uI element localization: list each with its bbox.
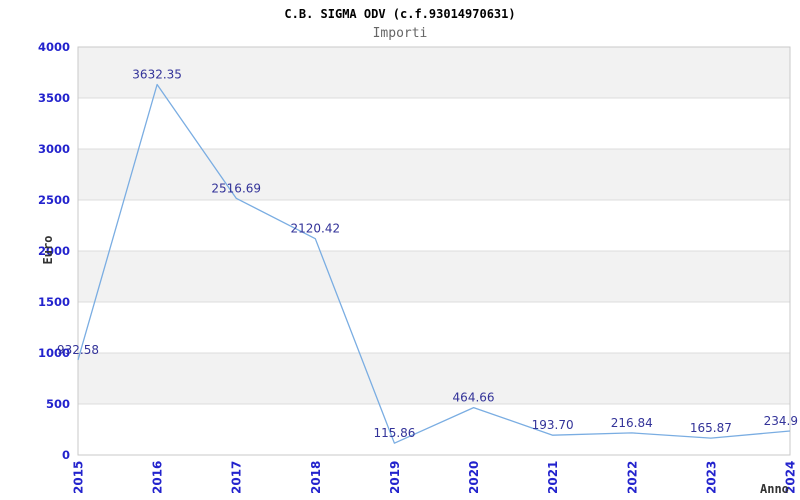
data-point-label: 932.58 — [57, 343, 99, 357]
x-tick-label: 2016 — [151, 461, 165, 494]
y-tick-label: 3500 — [38, 91, 70, 105]
grid-band — [78, 47, 790, 98]
grid-band — [78, 149, 790, 200]
y-tick-label: 0 — [62, 448, 70, 462]
data-point-label: 234.9 — [764, 414, 798, 428]
y-tick-label: 4000 — [38, 40, 70, 54]
plot-border — [77, 46, 791, 456]
chart-title: C.B. SIGMA ODV (c.f.93014970631) — [284, 7, 516, 21]
y-tick-label: 2500 — [38, 193, 70, 207]
grid-band — [78, 404, 790, 455]
x-tick-label: 2020 — [467, 461, 481, 494]
y-axis-title: Euro — [41, 235, 55, 265]
data-point-label: 2516.69 — [211, 181, 261, 195]
data-point-label: 193.70 — [532, 418, 574, 432]
data-point-label: 115.86 — [373, 426, 415, 440]
grid-band — [78, 353, 790, 404]
y-tick-label: 1500 — [38, 295, 70, 309]
grid-band — [78, 251, 790, 302]
data-line — [77, 83, 791, 444]
y-tick-label: 3000 — [38, 142, 70, 156]
grid-band — [78, 302, 790, 353]
data-point-label: 3632.35 — [132, 68, 182, 82]
x-tick-label: 2024 — [784, 461, 798, 494]
data-point-label: 2120.42 — [291, 222, 341, 236]
x-axis-title: Anno — [760, 482, 789, 496]
x-tick-label: 2023 — [704, 461, 718, 494]
data-point-label: 216.84 — [611, 416, 653, 430]
data-point-label: 165.87 — [690, 421, 732, 435]
data-point-label: 464.66 — [453, 391, 495, 405]
x-tick-label: 2018 — [309, 461, 323, 494]
chart-subtitle: Importi — [372, 26, 428, 41]
y-tick-label: 2000 — [38, 244, 70, 258]
grid-band — [78, 200, 790, 251]
y-tick-label: 500 — [46, 397, 70, 411]
x-tick-label: 2015 — [72, 461, 86, 494]
x-tick-label: 2019 — [388, 461, 402, 494]
x-tick-label: 2022 — [625, 461, 639, 494]
x-tick-label: 2021 — [546, 461, 560, 494]
y-tick-label: 1000 — [38, 346, 70, 360]
x-tick-label: 2017 — [230, 461, 244, 494]
